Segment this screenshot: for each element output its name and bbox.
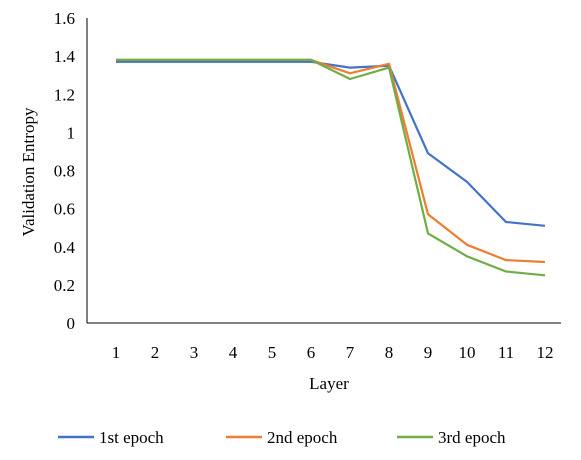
y-tick-label: 0: [67, 314, 76, 333]
x-tick-label: 2: [151, 343, 160, 362]
x-tick-label: 10: [459, 343, 476, 362]
x-tick-label: 4: [229, 343, 238, 362]
x-tick-label: 5: [268, 343, 277, 362]
series-line-2: [116, 58, 546, 264]
x-tick-label: 7: [346, 343, 355, 362]
y-tick-label: 1.4: [54, 47, 76, 66]
x-tick-label: 8: [385, 343, 394, 362]
plot-area: 00.20.40.60.811.21.41.6 1 2 3 4 5 6 7 8 9 10 11 12: [54, 9, 561, 362]
y-tick-label: 1.2: [54, 85, 75, 104]
x-tick-label: 6: [307, 343, 316, 362]
legend-label: 1st epoch: [99, 428, 164, 447]
series-lines: [116, 58, 546, 277]
y-tick-labels: 0 0.2 0.4 0.6 0.8 1 1.2 1.4 1.6: [54, 9, 76, 333]
y-tick-label: 0.6: [54, 200, 75, 219]
x-axis-label: Layer: [309, 374, 349, 393]
y-tick-label: 1.6: [54, 9, 75, 28]
y-tick-label: 0.2: [54, 276, 75, 295]
y-tick-label: 1: [67, 123, 76, 142]
legend-item: 3rd epoch: [397, 428, 506, 447]
series-line-3: [116, 58, 546, 277]
x-tick-label: 1: [112, 343, 121, 362]
y-tick-label: 0.8: [54, 162, 75, 181]
x-tick-label: 3: [190, 343, 199, 362]
y-axis-label: Validation Entropy: [19, 107, 38, 236]
x-tick-label: 12: [537, 343, 554, 362]
legend-label: 3rd epoch: [438, 428, 506, 447]
y-tick-label: 0.4: [54, 238, 76, 257]
legend-label: 2nd epoch: [267, 428, 338, 447]
legend-item: 2nd epoch: [226, 428, 338, 447]
legend: 1st epoch 2nd epoch 3rd epoch: [58, 428, 506, 447]
x-tick-label: 9: [424, 343, 433, 362]
series-line-1: [116, 60, 546, 227]
x-tick-label: 11: [498, 343, 514, 362]
x-tick-labels: 1 2 3 4 5 6 7 8 9 10 11 12: [112, 343, 554, 362]
legend-item: 1st epoch: [58, 428, 164, 447]
